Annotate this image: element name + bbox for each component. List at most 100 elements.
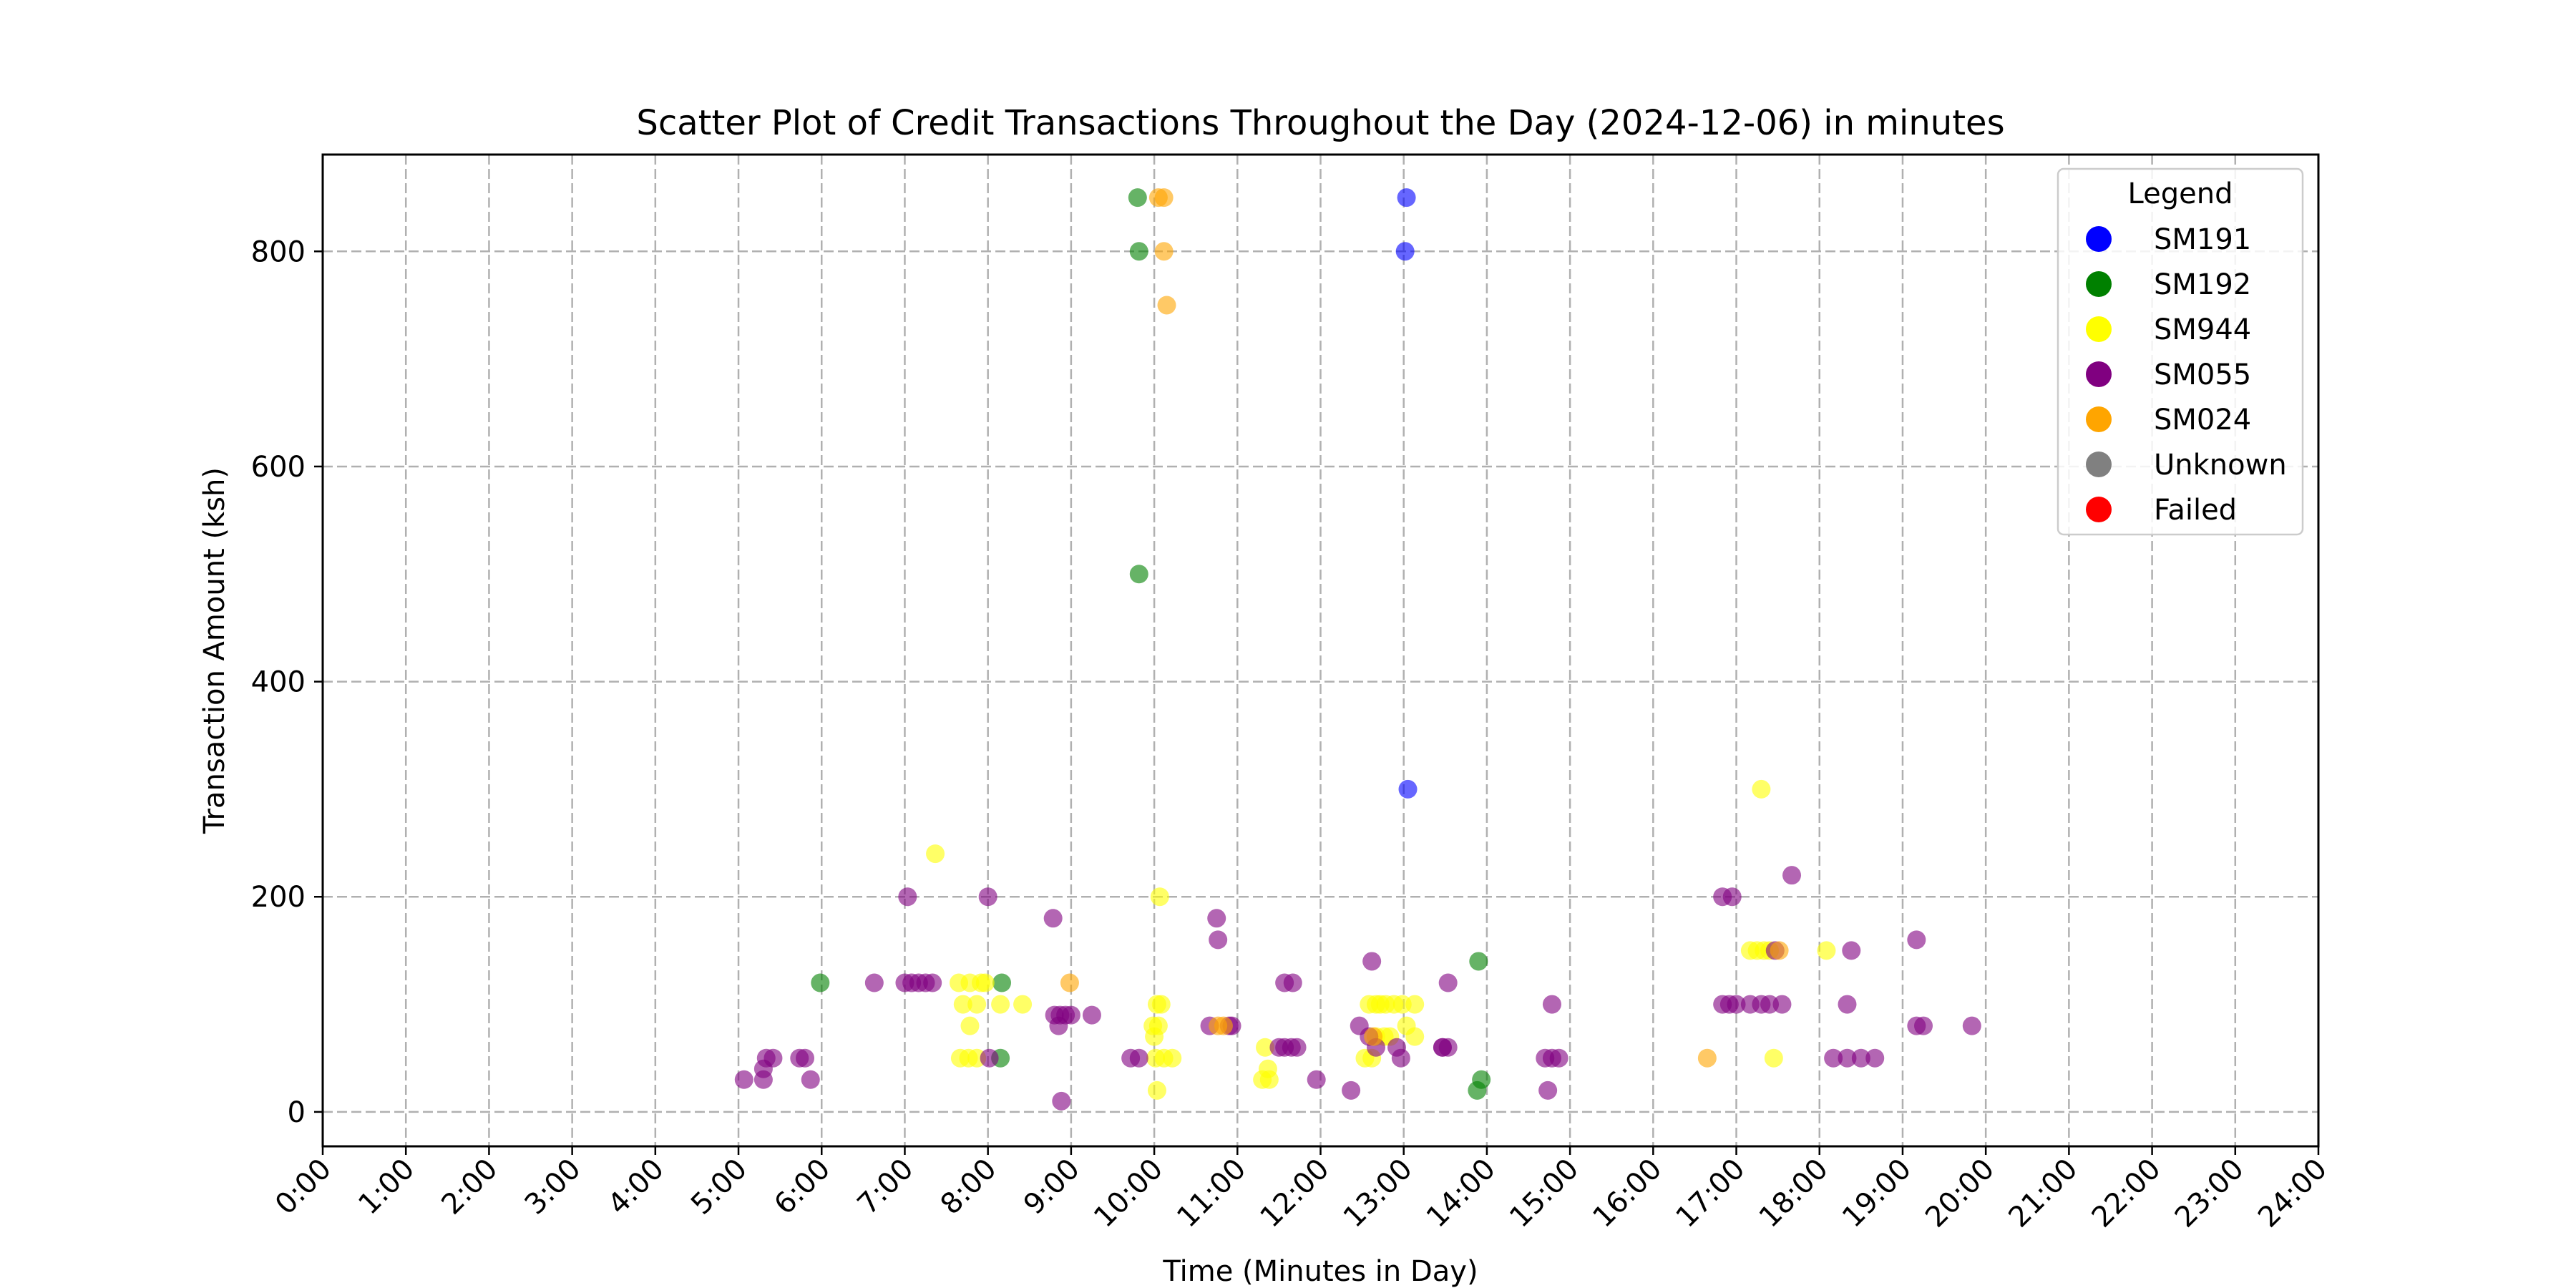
- data-point-sm192: [1129, 242, 1148, 261]
- data-point-sm055: [1907, 930, 1926, 950]
- data-point-sm192: [1469, 952, 1488, 971]
- data-point-sm055: [1842, 941, 1861, 960]
- data-point-sm055: [1782, 866, 1802, 885]
- data-point-sm055: [864, 973, 884, 992]
- y-tick-label: 800: [251, 235, 306, 268]
- data-point-sm024: [1364, 1027, 1383, 1046]
- data-point-sm024: [1697, 1048, 1717, 1068]
- data-point-sm055: [978, 887, 997, 907]
- data-point-sm024: [1214, 1016, 1233, 1035]
- y-tick-label: 600: [251, 451, 306, 484]
- legend-label: Failed: [2154, 494, 2237, 527]
- legend-title: Legend: [2128, 177, 2233, 210]
- data-point-sm944: [1752, 779, 1771, 799]
- data-point-sm055: [1851, 1048, 1870, 1068]
- data-point-sm055: [1362, 952, 1382, 971]
- data-point-sm944: [1145, 1027, 1164, 1046]
- data-point-sm944: [1147, 1080, 1166, 1100]
- legend-item-sm024: SM024: [2086, 404, 2251, 436]
- data-point-sm055: [1865, 1048, 1885, 1068]
- data-point-sm055: [898, 887, 917, 907]
- data-point-sm055: [1838, 995, 1857, 1014]
- data-point-sm055: [1740, 995, 1760, 1014]
- data-point-sm024: [1157, 296, 1176, 315]
- legend-box: [2057, 167, 2304, 536]
- data-point-sm944: [967, 995, 987, 1014]
- data-point-sm055: [796, 1048, 815, 1068]
- data-point-sm024: [1060, 973, 1079, 992]
- legend-label: SM024: [2154, 404, 2251, 436]
- legend-marker: [2086, 497, 2112, 522]
- data-point-sm055: [1207, 909, 1226, 928]
- data-point-sm944: [1405, 1027, 1425, 1046]
- data-point-sm191: [1397, 188, 1416, 208]
- data-point-sm944: [975, 973, 995, 992]
- data-point-sm191: [1398, 779, 1418, 799]
- data-point-sm055: [923, 973, 942, 992]
- data-point-sm055: [1043, 909, 1063, 928]
- data-point-sm944: [1817, 941, 1836, 960]
- data-point-sm024: [1154, 242, 1174, 261]
- data-point-sm055: [1049, 1016, 1068, 1035]
- legend-marker: [2086, 361, 2112, 387]
- y-tick-label: 400: [251, 666, 306, 699]
- y-tick-label: 0: [288, 1096, 306, 1129]
- legend-item-sm192: SM192: [2086, 268, 2251, 301]
- legend-marker: [2086, 406, 2112, 432]
- legend-marker: [2086, 452, 2112, 477]
- data-point-sm944: [1013, 995, 1033, 1014]
- data-point-sm055: [1914, 1016, 1933, 1035]
- legend-label: SM055: [2154, 358, 2251, 391]
- data-point-sm191: [1395, 242, 1415, 261]
- data-point-sm944: [1151, 995, 1171, 1014]
- grid-layer: [321, 155, 2320, 1146]
- data-point-sm055: [1538, 1080, 1558, 1100]
- data-point-sm055: [1209, 930, 1228, 950]
- data-point-sm192: [992, 973, 1012, 992]
- data-point-sm944: [1256, 1038, 1275, 1057]
- legend-label: SM191: [2154, 223, 2251, 256]
- data-point-sm055: [1772, 995, 1792, 1014]
- data-point-sm055: [1082, 1005, 1101, 1025]
- legend: Legend SM191 SM192 SM944 SM055 SM024 Unknown F…: [2057, 167, 2304, 536]
- legend-label: SM944: [2154, 313, 2251, 346]
- data-point-sm055: [1838, 1048, 1857, 1068]
- data-point-sm944: [960, 1016, 980, 1035]
- data-point-sm024: [1154, 188, 1174, 208]
- data-point-sm944: [991, 995, 1010, 1014]
- legend-item-failed: Failed: [2086, 494, 2237, 527]
- data-point-sm055: [1549, 1048, 1568, 1068]
- legend-marker: [2086, 226, 2112, 252]
- data-point-sm055: [734, 1070, 753, 1089]
- x-axis-title: Time (Minutes in Day): [1162, 1255, 1478, 1288]
- data-point-sm944: [1150, 887, 1169, 907]
- data-point-sm192: [1128, 188, 1147, 208]
- data-point-sm055: [1342, 1080, 1361, 1100]
- data-point-sm055: [1129, 1048, 1148, 1068]
- data-point-sm055: [1307, 1070, 1326, 1089]
- legend-marker: [2086, 271, 2112, 297]
- points-layer: [734, 188, 1981, 1111]
- data-point-sm944: [953, 995, 972, 1014]
- data-point-sm055: [1052, 1091, 1071, 1111]
- data-point-sm944: [926, 844, 945, 864]
- data-point-sm055: [1061, 1005, 1080, 1025]
- legend-items: SM191 SM192 SM944 SM055 SM024 Unknown Failed: [2086, 223, 2287, 527]
- legend-item-sm191: SM191: [2086, 223, 2251, 256]
- data-point-sm055: [1542, 995, 1561, 1014]
- data-point-sm055: [1391, 1048, 1410, 1068]
- data-point-sm944: [1405, 995, 1425, 1014]
- y-axis-title: Transaction Amount (ksh): [198, 467, 231, 834]
- data-point-sm055: [1287, 1038, 1307, 1057]
- data-point-sm055: [1727, 995, 1746, 1014]
- legend-marker: [2086, 316, 2112, 342]
- legend-item-sm944: SM944: [2086, 313, 2251, 346]
- data-point-sm944: [1764, 1048, 1783, 1068]
- data-point-sm192: [1129, 565, 1148, 584]
- data-point-sm055: [1283, 973, 1302, 992]
- data-point-sm055: [980, 1048, 999, 1068]
- legend-label: Unknown: [2154, 449, 2287, 482]
- data-point-sm192: [1472, 1070, 1491, 1089]
- data-point-sm944: [1163, 1048, 1182, 1068]
